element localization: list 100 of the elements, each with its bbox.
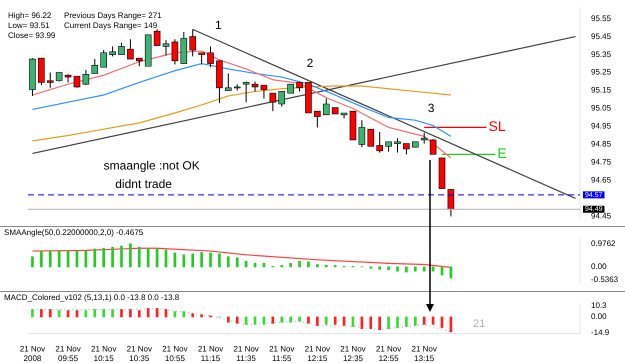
bar (298, 260, 301, 268)
y-tick-label: -14.9 (591, 328, 610, 337)
bar (450, 266, 452, 278)
x-tick-label: 21 Nov 09:55 (55, 344, 81, 363)
bar (174, 252, 176, 268)
bar (93, 309, 96, 318)
x-tick-label: 21 Nov 12:15 (304, 344, 330, 363)
bar (182, 311, 186, 318)
bar (352, 316, 354, 327)
bar (414, 266, 417, 272)
bar (76, 310, 78, 318)
bar (280, 316, 284, 323)
bar (164, 309, 168, 318)
bar (48, 309, 52, 318)
chart-title: SMAAngle(50,0.22000000,2,0) -0.4675 (4, 228, 144, 238)
bar (209, 252, 212, 268)
bar (146, 248, 150, 268)
bar (324, 316, 328, 325)
bar (254, 263, 256, 268)
bar (191, 254, 194, 268)
bar (102, 309, 106, 318)
bar (307, 261, 310, 268)
chart-title: MACD_Colored_v102 (5,13,1) 0.0 -13.8 0.0 -13.8 (4, 293, 180, 302)
bar (40, 250, 43, 268)
bar (84, 250, 88, 268)
bar (422, 316, 426, 325)
bar (58, 310, 60, 318)
bar (164, 250, 168, 268)
bar (120, 246, 123, 268)
bar (405, 266, 408, 272)
bar (432, 266, 434, 272)
bar (156, 248, 158, 268)
bar (226, 256, 230, 268)
bar (307, 316, 310, 324)
bar (48, 250, 52, 268)
bar (129, 243, 132, 268)
y-tick-label: 95.35 (591, 50, 612, 59)
bar (200, 252, 203, 268)
bar (396, 316, 399, 328)
x-tick-label: 21 Nov 2008 (20, 344, 46, 363)
bar (84, 310, 88, 318)
bar (262, 263, 266, 268)
bar (66, 250, 70, 268)
bar (129, 309, 132, 318)
y-tick-label: 94.95 (591, 122, 612, 131)
bar (111, 309, 114, 318)
x-tick-label: 21 Nov 11:35 (233, 344, 259, 363)
y-tick-label: 95.15 (591, 86, 612, 95)
x-tick-label: 21 Nov 13:15 (412, 344, 437, 363)
annotation: smaangle :not OK (104, 158, 200, 172)
y-tick-label: 95.45 (591, 32, 612, 41)
bar (93, 248, 96, 268)
bar (200, 314, 203, 318)
bar (120, 309, 123, 318)
bar (31, 256, 34, 268)
bar (414, 316, 417, 326)
bar (31, 309, 34, 318)
bar (298, 316, 301, 322)
annotation: 2 (306, 56, 314, 70)
y-tick-label: 0.00 (591, 312, 608, 322)
bar (342, 316, 346, 326)
bar (422, 266, 426, 272)
bar (369, 316, 372, 329)
series-label: E (497, 145, 507, 162)
bar (316, 264, 319, 268)
y-tick-label: 94.65 (591, 176, 612, 185)
annotation: didnt trade (115, 177, 172, 192)
x-tick-label: 21 Nov 12:35 (340, 344, 366, 363)
x-tick-label: 21 Nov 10:35 (126, 344, 152, 363)
bar (244, 316, 248, 325)
x-tick-label: 21 Nov 10:55 (162, 344, 188, 363)
annotation: 3 (428, 100, 435, 115)
y-tick-label: 94.75 (591, 158, 612, 167)
bar (218, 254, 221, 268)
bar (236, 257, 239, 268)
y-tick-label: 10.3 (591, 301, 608, 310)
x-tick-label: 21 Nov 10:15 (91, 344, 116, 363)
bar (182, 254, 186, 268)
annotation: Low= 93.51 (8, 21, 50, 30)
bar (360, 316, 364, 329)
bar (191, 313, 194, 318)
bar (440, 316, 444, 328)
bar (244, 260, 248, 268)
bar (450, 316, 452, 332)
bar (146, 308, 150, 318)
bar (138, 246, 141, 268)
annotation: Close= 93.99 (8, 31, 56, 40)
bar (156, 308, 158, 318)
bar (102, 248, 106, 268)
annotation: High= 96.22 (8, 11, 52, 20)
bar (254, 316, 256, 325)
bar (226, 316, 230, 323)
annotation: 21 (473, 318, 486, 330)
bar (289, 316, 292, 323)
bar (387, 316, 390, 329)
x-tick-label: 21 Nov 11:55 (269, 344, 294, 363)
bar (66, 310, 70, 318)
bar (405, 316, 408, 327)
y-tick-label: 95.25 (591, 68, 612, 77)
bar (111, 246, 114, 268)
